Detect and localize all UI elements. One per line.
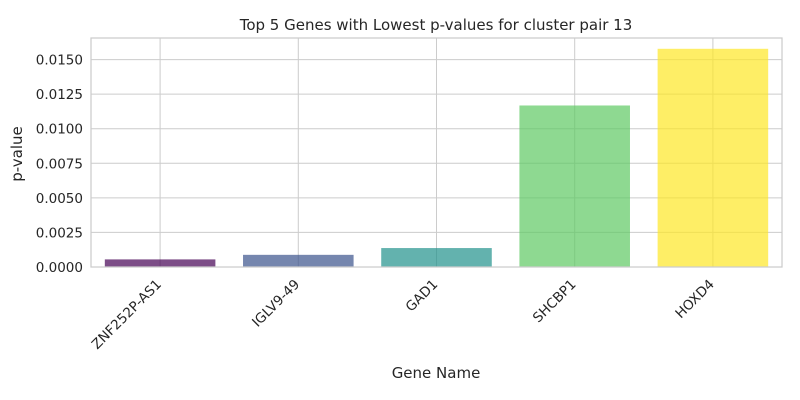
y-tick-label: 0.0050 <box>36 191 83 207</box>
y-axis-label: p-value <box>8 126 26 182</box>
y-tick-label: 0.0075 <box>36 156 83 172</box>
x-tick-label: IGLV9-49 <box>249 277 303 331</box>
chart-title: Top 5 Genes with Lowest p-values for clu… <box>239 16 633 34</box>
y-tick-labels: 0.0000 0.0025 0.0050 0.0075 0.0100 0.0125 0.01… <box>36 53 83 276</box>
bar-gad1 <box>381 248 492 267</box>
y-tick-label: 0.0150 <box>36 53 83 69</box>
bar-iglv9-49 <box>243 254 354 267</box>
bar-hoxd4 <box>657 48 769 268</box>
x-tick-label: ZNF252P-AS1 <box>89 277 165 353</box>
y-tick-label: 0.0025 <box>36 225 83 241</box>
y-tick-label: 0.0100 <box>36 122 83 138</box>
x-tick-label: GAD1 <box>403 277 442 316</box>
x-tick-label: HOXD4 <box>672 277 717 322</box>
plot-frame <box>90 37 783 268</box>
y-tick-label: 0.0125 <box>36 87 83 103</box>
bar-shcbp1 <box>519 105 630 267</box>
y-tick-label: 0.0000 <box>36 260 83 276</box>
bar-znf252p-as1 <box>104 259 216 267</box>
bars-layer <box>104 48 769 268</box>
x-tick-labels: ZNF252P-AS1 IGLV9-49 GAD1 SHCBP1 HOXD4 <box>89 277 718 353</box>
x-axis-label: Gene Name <box>392 364 481 382</box>
x-tick-label: SHCBP1 <box>530 277 580 327</box>
